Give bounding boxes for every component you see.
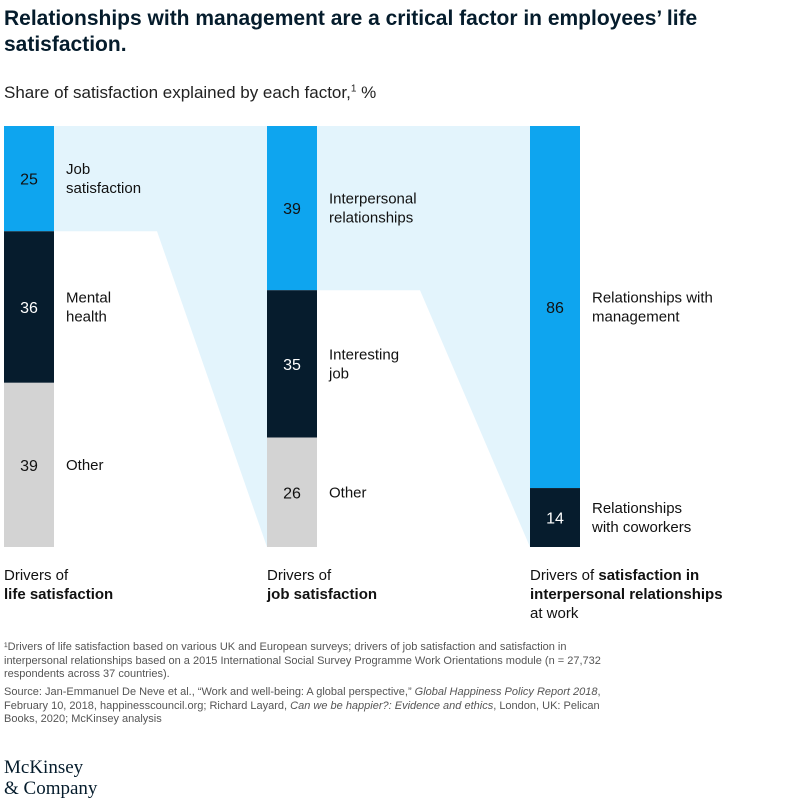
bar-segment xyxy=(4,382,54,547)
segment-label: Relationships with management xyxy=(592,290,713,326)
bar-segment xyxy=(267,126,317,291)
source-note: Source: Jan-Emmanuel De Neve et al., “Wo… xyxy=(4,686,624,727)
footnote-marker: 1 xyxy=(350,83,357,95)
source-suffix: , London, UK: Pelican Books, 2020; McKin… xyxy=(4,699,600,726)
segment-label-line: job xyxy=(328,365,349,382)
column-label-prefix: Drivers of xyxy=(267,567,332,584)
column-label-bold: satisfaction in interpersonal relationsh… xyxy=(530,567,723,603)
data-label: 14 xyxy=(546,511,564,528)
flow-band xyxy=(54,126,267,547)
data-label: 39 xyxy=(283,201,301,218)
column-label-bold: life satisfaction xyxy=(4,586,114,603)
segment-label-line: health xyxy=(66,309,107,326)
segment-label-line: with coworkers xyxy=(591,519,691,536)
bar-segment xyxy=(530,126,580,489)
bar-segment xyxy=(267,290,317,438)
segment-label-line: Other xyxy=(66,457,104,474)
data-label: 26 xyxy=(283,485,301,502)
column-label-life-satisfaction: Drivers of life satisfaction xyxy=(4,566,244,604)
flow-band xyxy=(317,126,530,547)
chart-subtitle: Share of satisfaction explained by each … xyxy=(4,83,376,103)
source-italic-book: Can we be happier?: Evidence and ethics xyxy=(290,699,494,712)
source-italic-report: Global Happiness Policy Report 2018 xyxy=(414,686,598,698)
segment-label-line: Relationships with xyxy=(592,290,713,307)
segment-label: Mental health xyxy=(66,290,111,326)
source-prefix: Source: Jan-Emmanuel De Neve et al., “Wo… xyxy=(4,686,415,698)
segment-label: Job satisfaction xyxy=(66,161,141,197)
segment-label-line: relationships xyxy=(329,210,413,227)
segment-label-line: Relationships xyxy=(592,500,682,517)
column-label-interpersonal: Drivers of satisfaction in interpersonal… xyxy=(530,566,760,623)
column-label-suffix: at work xyxy=(530,605,579,622)
column-label-prefix: Drivers of xyxy=(4,567,69,584)
logo-line-1: McKinsey xyxy=(4,757,84,778)
segment-label-line: satisfaction xyxy=(66,180,141,197)
segment-label-line: Job xyxy=(66,161,90,178)
segment-label: Interpersonal relationships xyxy=(329,191,417,227)
segment-label-line: Interpersonal xyxy=(329,191,417,208)
bar-segment xyxy=(4,231,54,383)
segment-label: Relationships with coworkers xyxy=(591,500,691,536)
column-label-job-satisfaction: Drivers of job satisfaction xyxy=(267,566,507,604)
data-label: 86 xyxy=(546,300,564,317)
logo-line-2: & Company xyxy=(4,778,98,799)
data-label: 39 xyxy=(20,458,38,475)
segment-label: Interesting job xyxy=(328,346,399,382)
data-label: 25 xyxy=(20,172,38,189)
column-label-bold: job satisfaction xyxy=(267,586,378,603)
data-label: 36 xyxy=(20,300,38,317)
segment-label-line: management xyxy=(592,309,680,326)
chart-title: Relationships with management are a crit… xyxy=(4,7,698,56)
bar-segment xyxy=(530,488,580,547)
footnote: ¹Drivers of life satisfaction based on v… xyxy=(4,641,601,680)
subtitle-text: Share of satisfaction explained by each … xyxy=(4,83,351,102)
subtitle-unit: % xyxy=(356,83,377,102)
segment-label-line: Mental xyxy=(66,290,111,307)
flow-bar-chart: 25 Job satisfaction 36 Mental health 39 Other 39… xyxy=(4,126,713,547)
segment-label: Other xyxy=(66,457,104,474)
mckinsey-logo: McKinsey & Company xyxy=(4,757,97,799)
segment-label-line: Interesting xyxy=(329,346,399,363)
segment-label-line: Other xyxy=(329,484,367,501)
segment-label: Other xyxy=(329,484,367,501)
data-label: 35 xyxy=(283,357,301,374)
bar-segment xyxy=(4,126,54,232)
bar-segment xyxy=(267,437,317,547)
column-label-prefix: Drivers of xyxy=(530,567,595,584)
source-mid: , February 10, 2018, happinesscouncil.or… xyxy=(4,686,601,712)
